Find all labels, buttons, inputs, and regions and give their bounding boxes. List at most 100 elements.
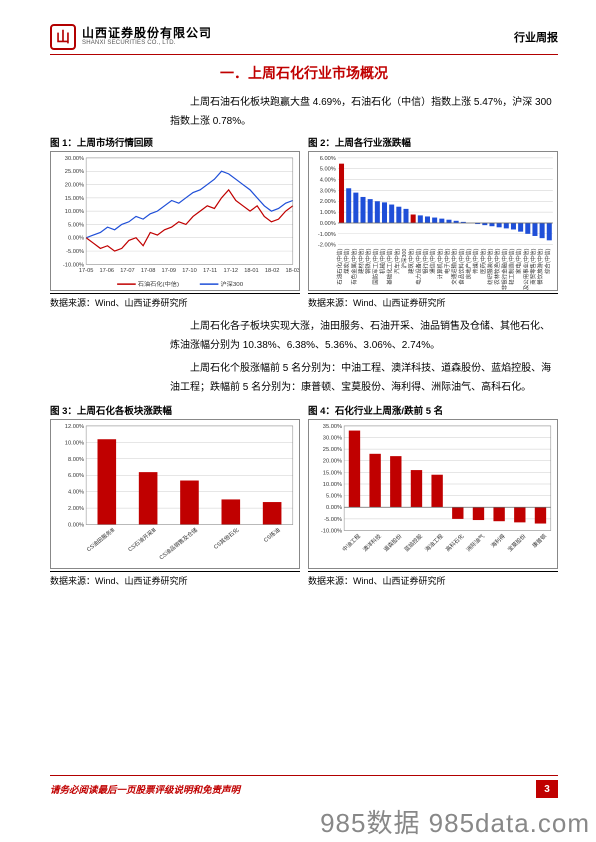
fig2-chart: -2.00%-1.00%0.00%1.00%2.00%3.00%4.00%5.0… [308,151,558,291]
fig3-source: 数据来源：Wind、山西证券研究所 [50,571,300,587]
svg-text:建材(中信): 建材(中信) [357,248,365,273]
svg-text:CS油田服务Ⅲ: CS油田服务Ⅲ [85,526,117,553]
svg-text:电力及公用事业(中信): 电力及公用事业(中信) [522,248,530,290]
fig4-chart: -10.00%-5.00%0.00%5.00%10.00%15.00%20.00… [308,419,558,569]
svg-text:0.00%: 0.00% [68,523,84,529]
svg-text:通信(中信): 通信(中信) [429,248,437,273]
svg-text:17-10: 17-10 [182,268,197,274]
svg-text:2.00%: 2.00% [68,506,84,512]
svg-text:17-06: 17-06 [100,268,115,274]
svg-text:石油石化(中信): 石油石化(中信) [138,280,179,288]
svg-text:25.00%: 25.00% [65,169,84,175]
svg-text:0.00%: 0.00% [320,221,336,227]
logo-icon: ⼭ [50,24,76,50]
svg-text:17-11: 17-11 [203,268,217,274]
svg-text:澳洋科技: 澳洋科技 [361,532,383,553]
svg-text:35.00%: 35.00% [323,424,342,430]
svg-text:CS石油开采Ⅲ: CS石油开采Ⅲ [126,526,158,553]
svg-text:沪深300: 沪深300 [220,280,243,288]
svg-text:建筑(中信): 建筑(中信) [407,248,415,273]
svg-text:5.00%: 5.00% [326,494,342,500]
svg-text:石油石化(中信): 石油石化(中信) [335,248,343,284]
svg-text:农林牧渔(中信): 农林牧渔(中信) [493,248,501,284]
svg-text:-2.00%: -2.00% [318,243,336,249]
figure-2: 图 2：上周各行业涨跌幅 -2.00%-1.00%0.00%1.00%2.00%… [308,135,558,309]
paragraph-1: 上周石油石化板块跑赢大盘 4.69%，石油石化（中信）指数上涨 5.47%，沪深… [170,93,554,131]
svg-text:0.00%: 0.00% [68,236,84,242]
svg-text:4.00%: 4.00% [320,178,336,184]
svg-text:-5.00%: -5.00% [324,517,342,523]
fig3-title: 图 3：上周石化各板块涨跌幅 [50,403,300,417]
svg-text:17-05: 17-05 [79,268,94,274]
svg-text:洲际油气: 洲际油气 [464,532,486,553]
fig2-source: 数据来源：Wind、山西证券研究所 [308,293,558,309]
svg-text:基础化工(中信): 基础化工(中信) [386,248,394,284]
fig4-title: 图 4：石化行业上周涨/跌前 5 名 [308,403,558,417]
svg-text:综合(中信): 综合(中信) [543,248,551,273]
svg-text:10.00%: 10.00% [65,440,84,446]
svg-text:煤炭(中信): 煤炭(中信) [343,248,351,273]
svg-text:有色金属(中信): 有色金属(中信) [350,248,358,284]
svg-text:中油工程: 中油工程 [340,532,362,553]
paragraph-3: 上周石化个股涨幅前 5 名分别为：中油工程、澳洋科技、道森股份、蓝焰控股、海油工… [170,359,554,397]
svg-text:18-02: 18-02 [265,268,280,274]
svg-text:6.00%: 6.00% [68,473,84,479]
svg-text:蓝焰控股: 蓝焰控股 [402,532,424,553]
svg-text:15.00%: 15.00% [65,196,84,202]
svg-text:传媒(中信): 传媒(中信) [472,248,480,273]
svg-text:宝莫股份: 宝莫股份 [506,532,528,553]
svg-text:30.00%: 30.00% [65,156,84,162]
fig1-title: 图 1：上周市场行情回顾 [50,135,300,149]
fig4-source: 数据来源：Wind、山西证券研究所 [308,571,558,587]
watermark: 985数据 985data.com [320,803,590,840]
page-header: ⼭ 山西证券股份有限公司 SHANXI SECURITIES CO., LTD.… [50,24,558,55]
svg-text:交通运输(中信): 交通运输(中信) [450,248,458,284]
svg-text:电子(中信): 电子(中信) [443,248,451,273]
svg-text:道森股份: 道森股份 [382,532,404,553]
fig3-chart: 0.00%2.00%4.00%6.00%8.00%10.00%12.00%CS油… [50,419,300,569]
fig2-title: 图 2：上周各行业涨跌幅 [308,135,558,149]
svg-text:CS其他石化: CS其他石化 [212,526,241,551]
svg-text:CS油品销售及仓储: CS油品销售及仓储 [157,526,199,561]
svg-text:25.00%: 25.00% [323,447,342,453]
svg-text:机械(中信): 机械(中信) [378,248,386,273]
figure-4: 图 4：石化行业上周涨/跌前 5 名 -10.00% -5.00% 0.00% 5.0… [308,403,558,587]
svg-text:0.00%: 0.00% [326,505,342,511]
svg-text:10.00%: 10.00% [65,209,84,215]
svg-text:-5.00%: -5.00% [66,249,84,255]
svg-text:17-08: 17-08 [141,268,156,274]
svg-text:1.00%: 1.00% [320,210,336,216]
svg-text:房地产(中信): 房地产(中信) [464,248,472,279]
svg-text:6.00%: 6.00% [320,156,336,162]
svg-text:海利得: 海利得 [489,532,507,549]
svg-text:10.00%: 10.00% [323,482,342,488]
figure-1: 图 1：上周市场行情回顾 -10.00%-5.00%0.00%5.00%10.0… [50,135,300,309]
logo-en: SHANXI SECURITIES CO., LTD. [82,40,212,47]
svg-text:8.00%: 8.00% [68,457,84,463]
svg-text:商贸零售(中信): 商贸零售(中信) [529,248,537,284]
svg-text:沪深300: 沪深300 [400,249,408,269]
page-footer: 请务必阅读最后一页股票评级说明和免责声明 3 [50,775,558,798]
svg-text:18-01: 18-01 [244,268,259,274]
svg-text:20.00%: 20.00% [65,183,84,189]
svg-text:-10.00%: -10.00% [321,529,342,535]
svg-text:海油工程: 海油工程 [423,532,445,553]
svg-text:纺织服装(中信): 纺织服装(中信) [486,248,494,284]
fig1-source: 数据来源：Wind、山西证券研究所 [50,293,300,309]
svg-text:钢铁(中信): 钢铁(中信) [364,248,372,273]
svg-text:17-12: 17-12 [224,268,239,274]
svg-text:5.00%: 5.00% [320,167,336,173]
svg-text:30.00%: 30.00% [323,436,342,442]
svg-text:银行(中信): 银行(中信) [421,248,429,273]
paragraph-2: 上周石化各子板块实现大涨，油田服务、石油开采、油品销售及仓储、其他石化、炼油涨幅… [170,317,554,355]
svg-text:康普顿: 康普顿 [530,532,548,549]
svg-text:5.00%: 5.00% [68,223,84,229]
svg-text:2.00%: 2.00% [320,199,336,205]
svg-text:计算机(中信): 计算机(中信) [436,248,444,279]
svg-text:国防军工(中信): 国防军工(中信) [371,248,379,284]
svg-text:非银行金融(中信): 非银行金融(中信) [500,248,508,290]
fig1-chart: -10.00%-5.00%0.00%5.00%10.00%15.00%20.00… [50,151,300,291]
logo-cn: 山西证券股份有限公司 [82,27,212,40]
page-number: 3 [536,780,558,798]
section-title: 一．上周石化行业市场概况 [50,63,558,83]
